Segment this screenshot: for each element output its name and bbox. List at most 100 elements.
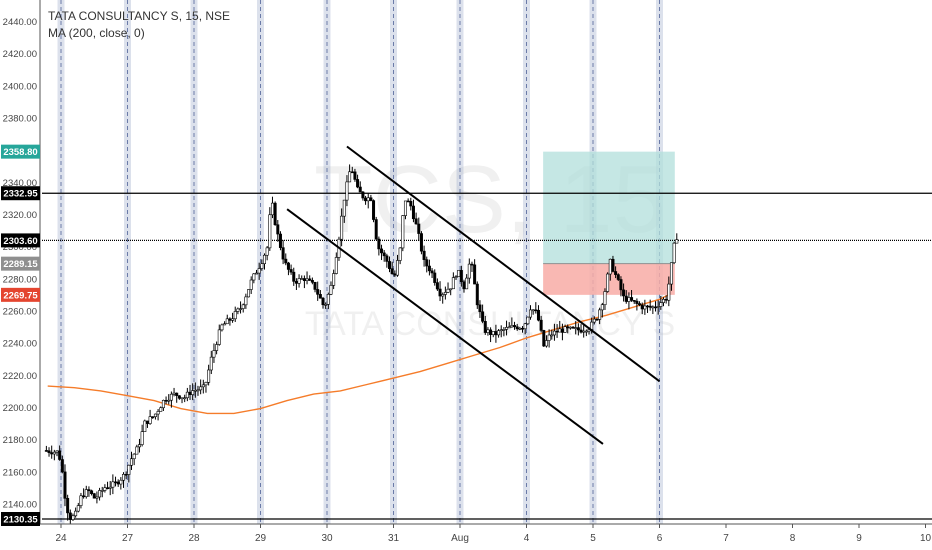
candle-body bbox=[231, 318, 235, 321]
candle-body bbox=[143, 420, 147, 432]
candle-body bbox=[600, 304, 604, 311]
candle-body bbox=[191, 390, 195, 395]
candle-body bbox=[108, 486, 112, 489]
candle-body bbox=[542, 330, 546, 347]
candle-body bbox=[510, 325, 514, 328]
candle-body bbox=[483, 321, 487, 333]
candle-body bbox=[239, 308, 243, 310]
candle-body bbox=[507, 326, 511, 329]
x-tick-label: 9 bbox=[856, 533, 862, 544]
horizontal-lines[interactable] bbox=[42, 192, 932, 520]
candle-body bbox=[364, 197, 368, 202]
candle-body bbox=[473, 264, 477, 285]
candle-body bbox=[661, 298, 665, 303]
candle-body bbox=[646, 305, 650, 308]
price-label-text: 2303.60 bbox=[3, 236, 37, 247]
candle-body bbox=[316, 289, 320, 295]
candle-body bbox=[50, 452, 54, 455]
candle-body bbox=[552, 330, 556, 336]
candle-body bbox=[55, 450, 59, 453]
candle-body bbox=[265, 247, 269, 256]
candle-body bbox=[409, 201, 413, 207]
candle-body bbox=[669, 262, 673, 285]
candle-body bbox=[281, 247, 285, 260]
candle-body bbox=[502, 329, 506, 331]
candle-body bbox=[135, 446, 139, 455]
y-tick-label: 2340.00 bbox=[3, 178, 37, 189]
indicator-label[interactable]: MA (200, close, 0) bbox=[48, 26, 145, 40]
candle-body bbox=[119, 479, 123, 485]
candle-body bbox=[100, 490, 104, 492]
candle-body bbox=[255, 272, 259, 275]
candle-body bbox=[340, 215, 344, 240]
candle-body bbox=[635, 300, 639, 304]
candle-body bbox=[313, 281, 317, 290]
price-label-text: 2289.15 bbox=[3, 259, 38, 270]
candle-body bbox=[356, 179, 360, 188]
candle-body bbox=[175, 392, 179, 396]
symbol-title[interactable]: TATA CONSULTANCY S, 15, NSE bbox=[48, 9, 231, 23]
candle-body bbox=[164, 400, 168, 402]
candle-body bbox=[590, 321, 594, 330]
x-tick-label: 24 bbox=[55, 533, 67, 544]
candle-body bbox=[398, 247, 402, 261]
candle-body bbox=[388, 261, 392, 269]
candle-body bbox=[571, 326, 575, 329]
candle-body bbox=[156, 411, 160, 415]
candle-body bbox=[382, 252, 386, 257]
candle-body bbox=[201, 384, 205, 388]
candle-body bbox=[574, 327, 578, 329]
candle-body bbox=[475, 283, 479, 306]
candle-body bbox=[643, 305, 647, 310]
candle-body bbox=[332, 273, 336, 286]
x-tick-label: 28 bbox=[188, 533, 200, 544]
y-tick-label: 2160.00 bbox=[3, 467, 37, 478]
candle-body bbox=[52, 451, 56, 455]
candle-body bbox=[284, 258, 288, 264]
candle-body bbox=[209, 356, 213, 371]
y-tick-label: 2220.00 bbox=[3, 371, 37, 382]
candle-body bbox=[177, 395, 181, 399]
candle-body bbox=[592, 318, 596, 323]
candle-body bbox=[233, 311, 237, 320]
price-label-text: 2332.95 bbox=[3, 189, 38, 200]
candle-body bbox=[167, 399, 171, 402]
target-zone bbox=[543, 151, 675, 264]
chart-legend[interactable]: TATA CONSULTANCY S, 15, NSE MA (200, clo… bbox=[48, 8, 230, 42]
candle-body bbox=[411, 205, 415, 220]
candle-body bbox=[446, 288, 450, 293]
candle-body bbox=[414, 218, 418, 225]
candle-body bbox=[648, 305, 652, 308]
candle-body bbox=[326, 294, 330, 305]
candle-body bbox=[244, 296, 248, 306]
candle-body bbox=[497, 330, 501, 336]
watermark-name: TATA CONSULTANCY S bbox=[305, 305, 675, 343]
position-tool[interactable] bbox=[543, 151, 675, 295]
candle-body bbox=[369, 197, 373, 201]
candle-body bbox=[611, 258, 615, 272]
candle-body bbox=[87, 489, 91, 492]
candle-body bbox=[401, 215, 405, 249]
candle-body bbox=[568, 326, 572, 329]
y-tick-label: 2240.00 bbox=[3, 339, 37, 350]
candle-body bbox=[385, 255, 389, 262]
candle-body bbox=[422, 250, 426, 260]
candle-body bbox=[441, 294, 445, 297]
x-tick-label: 7 bbox=[723, 533, 729, 544]
candle-body bbox=[558, 328, 562, 333]
candle-body bbox=[196, 389, 200, 392]
candle-body bbox=[310, 280, 314, 283]
candle-body bbox=[624, 295, 628, 302]
candle-body bbox=[427, 265, 431, 272]
price-label-text: 2269.75 bbox=[3, 290, 38, 301]
candle-body bbox=[478, 304, 482, 313]
candle-body bbox=[659, 302, 663, 307]
trend-lines[interactable] bbox=[286, 145, 661, 445]
candle-body bbox=[598, 309, 602, 320]
candle-body bbox=[393, 273, 397, 276]
y-tick-label: 2180.00 bbox=[3, 435, 37, 446]
candle-body bbox=[188, 391, 192, 395]
candle-body bbox=[151, 416, 155, 418]
